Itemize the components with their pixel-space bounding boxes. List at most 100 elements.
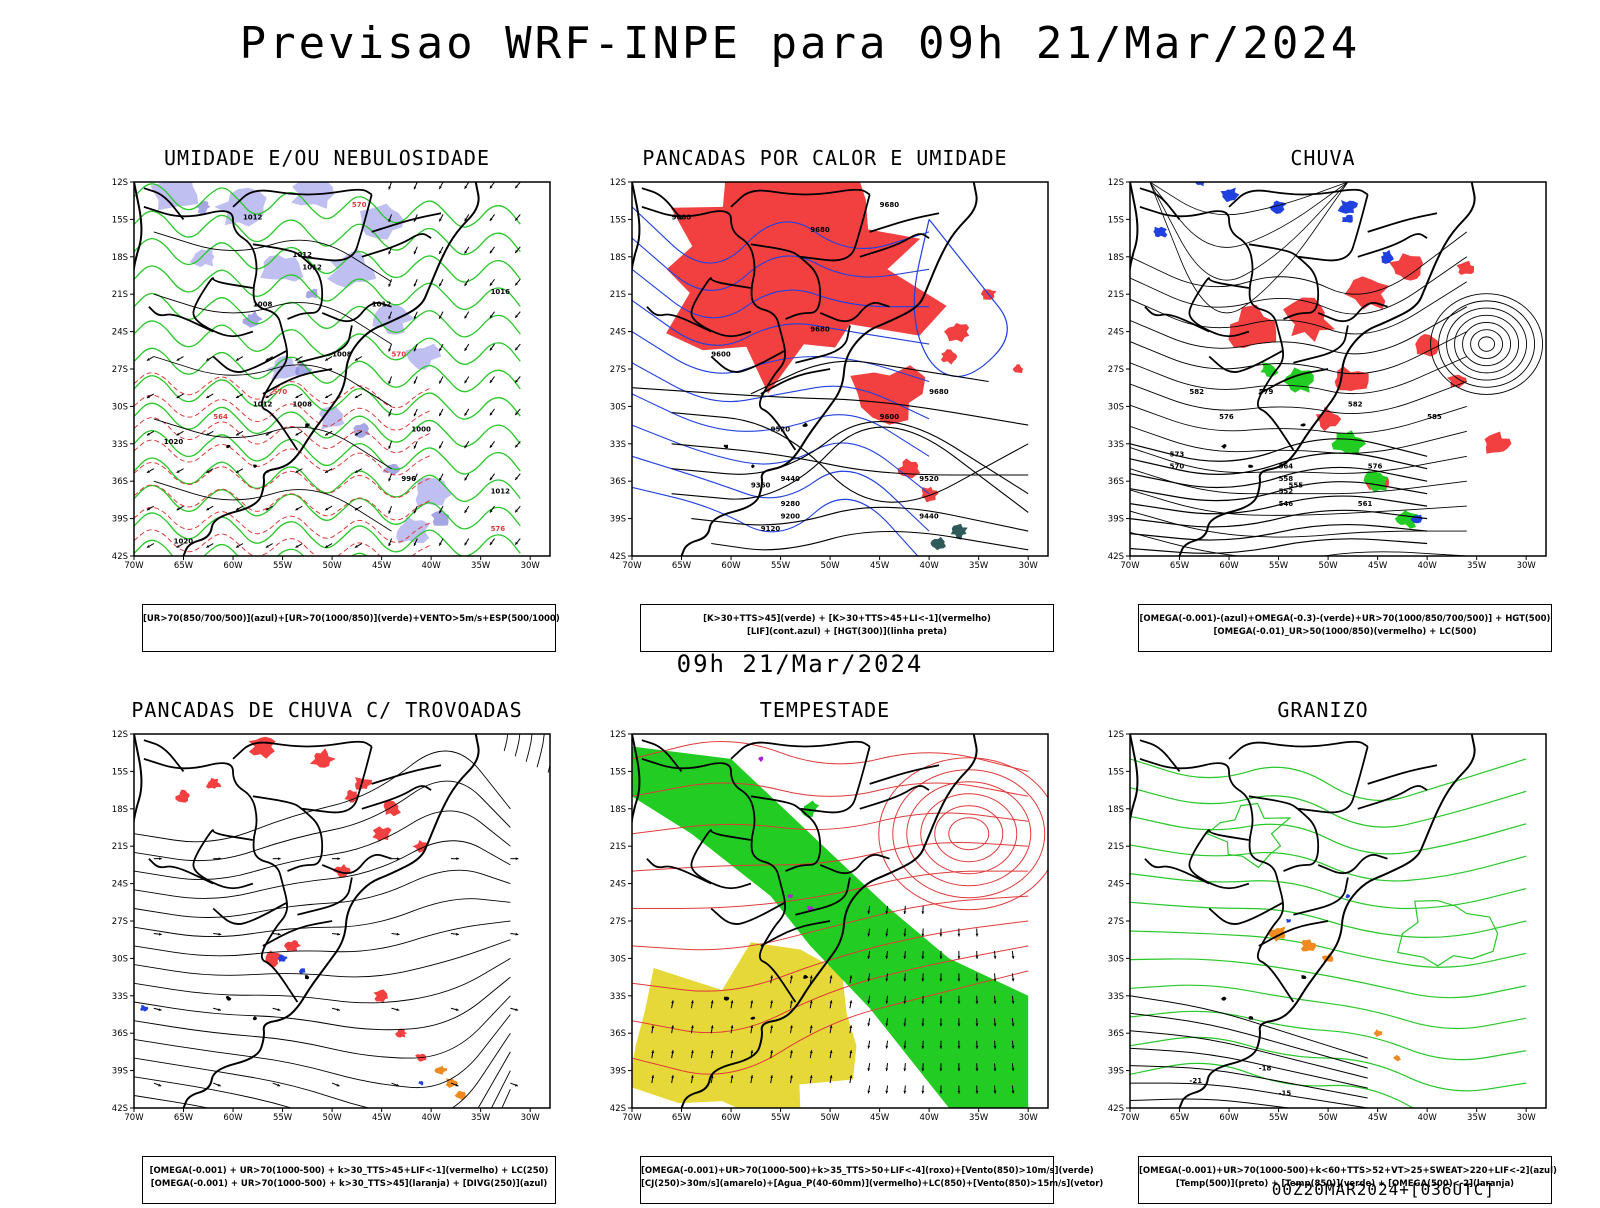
panel-legend: [UR>70(850/700/500)](azul)+[UR>70(1000/8…: [142, 604, 556, 652]
lat-tick-label: 36S: [1108, 1029, 1124, 1039]
lon-tick-label: 45W: [1368, 561, 1388, 571]
contour-label: 9680: [672, 213, 692, 221]
lon-tick-label: 45W: [870, 561, 890, 571]
lat-tick-label: 27S: [610, 917, 626, 927]
instability-red-area: [897, 458, 920, 478]
thunderstorm-red-area: [175, 790, 189, 803]
map-content: 9680968096809680960095209440936092809200…: [596, 174, 1028, 572]
state-border: [1358, 786, 1427, 809]
lc-contour: [893, 770, 1045, 898]
lat-tick-label: 21S: [610, 290, 626, 300]
lat-tick-label: 30S: [112, 402, 128, 412]
lat-tick-label: 24S: [610, 880, 626, 890]
rain-red-area: [1457, 261, 1475, 275]
wind-vector-head: [903, 1068, 906, 1071]
wind-vector-head: [976, 934, 979, 937]
geopotential-contour: [1130, 510, 1427, 527]
contour-label: -15: [1279, 1090, 1292, 1098]
lc-contour: [949, 818, 989, 850]
lon-tick-label: 30W: [1517, 561, 1537, 571]
lat-tick-label: 30S: [610, 954, 626, 964]
rain-green-area: [1364, 471, 1389, 492]
geopotential-contour: [711, 531, 1028, 549]
contour-label: -21: [1189, 1077, 1202, 1085]
state-border: [297, 877, 352, 914]
lat-tick-label: 36S: [112, 1029, 128, 1039]
lat-tick-label: 15S: [610, 215, 626, 225]
legend-line: [OMEGA(-0.001)+UR>70(1000-500)+k>35_TTS>…: [641, 1165, 1053, 1178]
contour-label: 579: [1259, 388, 1274, 396]
lat-tick-label: 24S: [112, 328, 128, 338]
lat-tick-label: 39S: [610, 515, 626, 525]
lat-tick-label: 12S: [1108, 730, 1124, 740]
legend-line: [LIF](cont.azul) + [HGT(300)](linha pret…: [641, 626, 1053, 639]
state-border: [1368, 213, 1437, 232]
contour-label: 582: [1189, 388, 1204, 396]
temperature-500-contour: [1130, 1048, 1368, 1088]
lon-tick-label: 50W: [820, 1113, 840, 1123]
streamline-arrow-head: [278, 857, 281, 860]
anticyclone-streamline: [422, 726, 549, 762]
lat-tick-label: 21S: [610, 842, 626, 852]
panel-legend: [OMEGA(-0.001)-(azul)+OMEGA(-0.3)-(verde…: [1138, 604, 1552, 652]
lon-tick-label: 45W: [372, 561, 392, 571]
lon-tick-label: 50W: [322, 561, 342, 571]
lat-tick-label: 30S: [112, 954, 128, 964]
state-border: [1318, 855, 1387, 873]
lat-tick-label: 39S: [112, 515, 128, 525]
lat-tick-label: 39S: [112, 1067, 128, 1077]
contour-label: 1012: [243, 213, 263, 221]
state-border: [144, 740, 184, 771]
lat-tick-label: 18S: [112, 253, 128, 263]
thunderstorm-orange-area: [434, 1066, 447, 1075]
lon-tick-label: 60W: [1219, 1113, 1239, 1123]
contour-label: 1000: [411, 425, 431, 433]
hail-blue-area: [1286, 919, 1291, 923]
lat-tick-label: 12S: [610, 730, 626, 740]
contour-label: 546: [1279, 500, 1294, 508]
contour-label: 582: [1348, 400, 1363, 408]
lat-tick-label: 12S: [610, 178, 626, 188]
lon-tick-label: 35W: [1467, 1113, 1487, 1123]
temperature-850-contour: [1130, 788, 1526, 828]
lon-tick-label: 70W: [622, 561, 642, 571]
temperature-850-contour: [1130, 902, 1526, 937]
streamline: [134, 958, 510, 1002]
state-border: [322, 855, 391, 873]
lat-tick-label: 24S: [1108, 880, 1124, 890]
humidity-upper-shade: [405, 344, 441, 370]
forecast-map: 9680968096809680960095209440936092809200…: [596, 174, 1054, 594]
state-border: [362, 234, 431, 257]
instability-red-area: [941, 349, 958, 364]
lon-tick-label: 55W: [273, 561, 293, 571]
streamline: [134, 977, 510, 1030]
contour-label: 9680: [929, 176, 949, 184]
panel-legend: [OMEGA(-0.001) + UR>70(1000-500) + k>30_…: [142, 1156, 556, 1204]
humidity-green-contour: [134, 321, 520, 364]
lat-tick-label: 21S: [112, 290, 128, 300]
lagoon: [305, 975, 309, 979]
panel-title: CHUVA: [1088, 146, 1558, 170]
lon-tick-label: 40W: [1418, 1113, 1438, 1123]
low-pressure-contour: [1431, 294, 1543, 395]
streamline: [134, 1052, 510, 1146]
lon-tick-label: 40W: [422, 561, 442, 571]
legend-line: [OMEGA(-0.001) + UR>70(1000-500) + k>30_…: [143, 1165, 555, 1178]
anticyclone-streamline: [434, 726, 533, 756]
streamline: [134, 870, 510, 917]
lat-tick-label: 30S: [610, 402, 626, 412]
state-border: [731, 742, 870, 759]
lon-tick-label: 70W: [124, 561, 144, 571]
lon-tick-label: 45W: [372, 1113, 392, 1123]
divergence-blue-area: [418, 1081, 423, 1086]
lon-tick-label: 40W: [920, 561, 940, 571]
lon-tick-label: 35W: [1467, 561, 1487, 571]
lagoon: [1301, 975, 1306, 979]
contour-label: 9360: [751, 481, 771, 489]
geopotential-contour: [691, 507, 1028, 531]
contour-label: 9680: [880, 201, 900, 209]
